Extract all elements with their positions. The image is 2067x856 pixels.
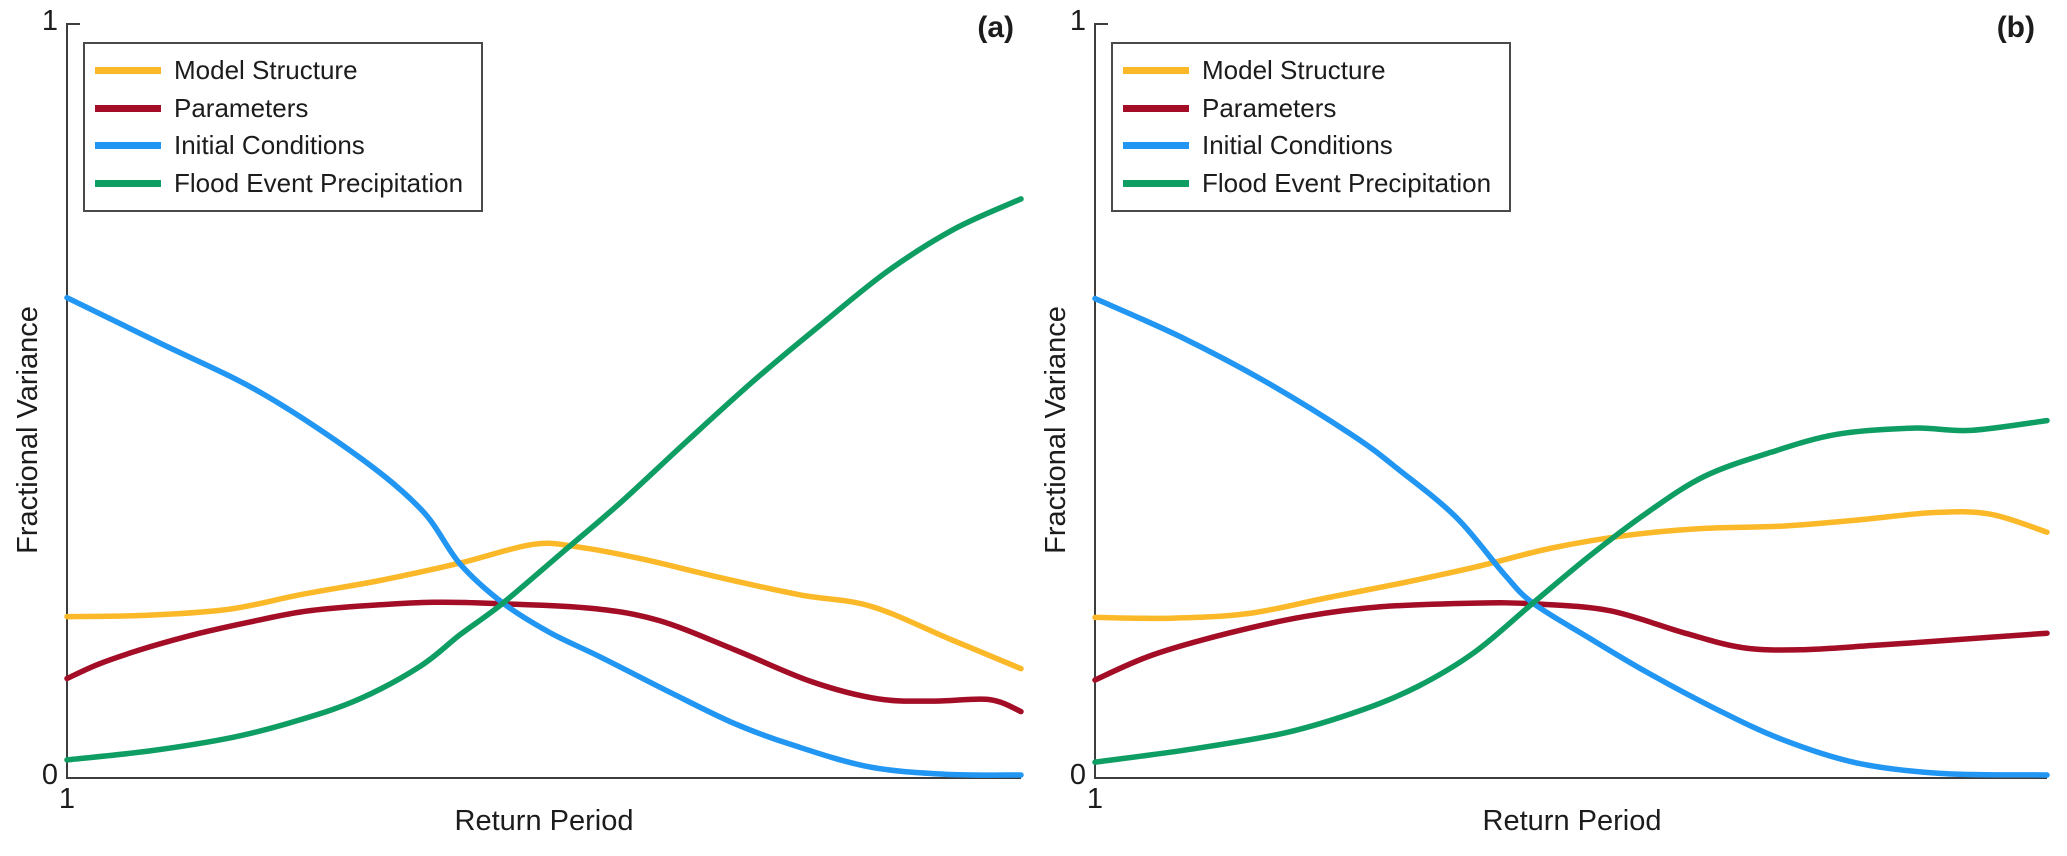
panel-b-y-axis-label: Fractional Variance (1039, 306, 1072, 554)
legend-label: Model Structure (1202, 55, 1386, 86)
legend-label: Parameters (174, 92, 309, 123)
legend-item: Flood Event Precipitation (1113, 168, 1509, 199)
panel-b-y-tick-label-0: 0 (1069, 759, 1086, 791)
panel-b-x-tick-label-1: 1 (1086, 783, 1104, 815)
model-structure-swatch-icon (95, 67, 161, 75)
panel-a-y-axis-label: Fractional Variance (11, 306, 44, 554)
legend-item: Initial Conditions (85, 130, 481, 161)
panel-b-legend: Model Structure Parameters Initial Condi… (1111, 42, 1511, 212)
curve-flood-event-precipitation-b (1092, 417, 2050, 765)
legend-label: Parameters (1202, 92, 1337, 123)
curve-flood-event-precipitation-a (64, 196, 1024, 763)
legend-label: Initial Conditions (1202, 130, 1393, 161)
legend-item: Parameters (85, 93, 481, 124)
legend-label: Initial Conditions (174, 130, 365, 161)
legend-label: Model Structure (174, 55, 358, 86)
legend-item: Model Structure (1113, 55, 1509, 86)
flood-event-precipitation-swatch-icon (95, 179, 161, 187)
panel-a-x-tick-label-1: 1 (58, 783, 76, 815)
parameters-swatch-icon (1123, 104, 1189, 112)
panel-a-y-tick-label-1: 1 (41, 5, 58, 37)
parameters-swatch-icon (95, 104, 161, 112)
curve-model-structure-a (64, 540, 1024, 672)
legend-item: Initial Conditions (1113, 130, 1509, 161)
panel-a-axes (66, 23, 1021, 779)
panel-a-x-axis-label: Return Period (454, 805, 634, 837)
curve-initial-conditions-a (64, 294, 1024, 778)
legend-item: Flood Event Precipitation (85, 168, 481, 199)
legend-label: Flood Event Precipitation (174, 167, 464, 198)
curve-parameters-a (64, 599, 1024, 715)
panel-a-y-tick-label-0: 0 (41, 759, 58, 791)
curve-model-structure-b (1092, 508, 2050, 622)
initial-conditions-swatch-icon (95, 142, 161, 150)
panel-a-legend: Model Structure Parameters Initial Condi… (83, 42, 483, 212)
legend-item: Parameters (1113, 93, 1509, 124)
panel-b-label: (b) (1996, 11, 2035, 44)
legend-item: Model Structure (85, 55, 481, 86)
model-structure-swatch-icon (1123, 67, 1189, 75)
flood-event-precipitation-swatch-icon (1123, 179, 1189, 187)
curve-initial-conditions-b (1092, 295, 2050, 778)
panel-a-label: (a) (977, 11, 1014, 44)
legend-label: Flood Event Precipitation (1202, 167, 1492, 198)
panel-b-x-axis-label: Return Period (1482, 805, 1662, 837)
panel-b-axes (1094, 23, 2047, 779)
initial-conditions-swatch-icon (1123, 142, 1189, 150)
curve-parameters-b (1092, 600, 2050, 683)
panel-b-y-tick-label-1: 1 (1069, 5, 1086, 37)
